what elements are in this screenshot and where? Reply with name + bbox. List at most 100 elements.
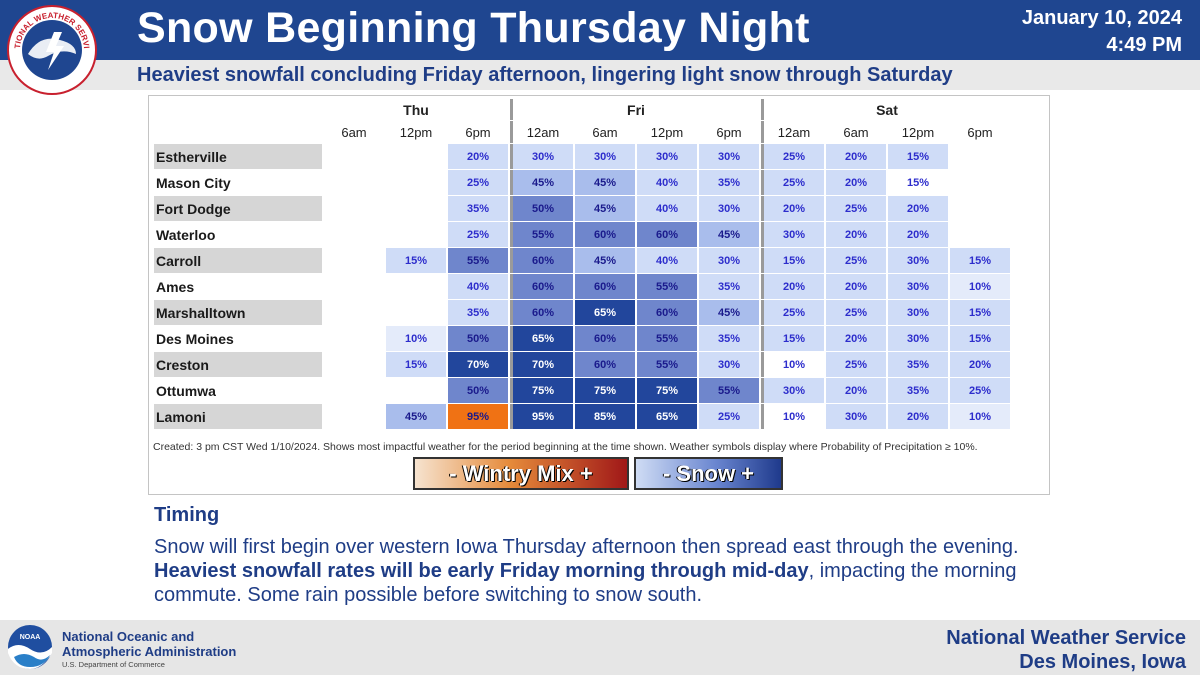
probability-cell	[950, 196, 1010, 221]
probability-cell: 45%	[575, 196, 635, 221]
timing-text-bold: Heaviest snowfall rates will be early Fr…	[154, 560, 809, 582]
probability-cell: 45%	[699, 222, 759, 247]
probability-cell: 20%	[448, 144, 508, 169]
probability-cell: 30%	[510, 144, 573, 169]
probability-cell: 45%	[510, 170, 573, 195]
probability-cell: 25%	[448, 222, 508, 247]
probability-cell	[386, 196, 446, 221]
probability-cell: 25%	[826, 300, 886, 325]
city-label: Marshalltown	[154, 300, 322, 325]
probability-cell	[324, 248, 384, 273]
probability-cell: 20%	[888, 404, 948, 429]
probability-cell: 35%	[699, 274, 759, 299]
table-row: Ottumwa 50% 75% 75% 75% 55% 30% 20% 35% 25%	[154, 378, 1010, 403]
time-header: 6am	[341, 124, 367, 140]
probability-cell	[950, 144, 1010, 169]
probability-cell: 65%	[637, 404, 697, 429]
probability-cell: 20%	[826, 170, 886, 195]
probability-cell	[386, 274, 446, 299]
page-subtitle: Heaviest snowfall concluding Friday afte…	[137, 64, 953, 86]
probability-cell: 70%	[448, 352, 508, 377]
probability-cell: 20%	[826, 144, 886, 169]
probability-cell: 45%	[575, 248, 635, 273]
probability-cell	[324, 326, 384, 351]
probability-cell: 20%	[761, 274, 824, 299]
probability-cell: 70%	[510, 352, 573, 377]
probability-cell	[324, 170, 384, 195]
probability-cell: 60%	[510, 248, 573, 273]
city-label: Carroll	[154, 248, 322, 273]
probability-cell: 20%	[761, 196, 824, 221]
probability-cell	[324, 352, 384, 377]
probability-cell: 35%	[448, 196, 508, 221]
probability-cell: 15%	[888, 144, 948, 169]
time-header: 6am	[843, 124, 869, 140]
time-header-row: 6am 12pm 6pm 12am 6am 12pm 6pm 12am 6am 12pm 6pm	[154, 121, 1010, 143]
city-label: Des Moines	[156, 330, 234, 347]
header-bar	[0, 0, 1200, 60]
probability-cell	[950, 222, 1010, 247]
probability-cell: 25%	[761, 144, 824, 169]
probability-cell: 15%	[950, 326, 1010, 351]
probability-cell: 30%	[699, 196, 759, 221]
probability-cell: 20%	[826, 326, 886, 351]
timing-heading: Timing	[154, 504, 220, 526]
probability-cell: 30%	[888, 248, 948, 273]
probability-cell: 50%	[448, 326, 508, 351]
nws-logo-icon: NATIONAL WEATHER SERVICE	[6, 4, 97, 95]
probability-cell: 10%	[950, 274, 1010, 299]
probability-cell: 25%	[950, 378, 1010, 403]
probability-cell: 75%	[637, 378, 697, 403]
probability-cell: 30%	[699, 144, 759, 169]
time-header: 6pm	[967, 124, 993, 140]
table-row: Waterloo 25% 55% 60% 60% 45% 30% 20% 20%	[154, 222, 1010, 247]
timing-text: Snow will first begin over western Iowa …	[154, 535, 1054, 607]
probability-cell: 10%	[950, 404, 1010, 429]
probability-cell: 25%	[761, 300, 824, 325]
probability-cell	[324, 144, 384, 169]
probability-cell: 40%	[637, 196, 697, 221]
probability-cell: 30%	[761, 378, 824, 403]
snow-probability-table: Thu Fri Sat 6am 12pm 6pm 12am 6am 12pm 6pm 12am 6a…	[152, 98, 1012, 430]
noaa-name: National Oceanic and Atmospheric Adminis…	[62, 629, 236, 659]
table-row: Lamoni 45% 95% 95% 85% 65% 25% 10% 30% 20% 10%	[154, 404, 1010, 429]
probability-cell	[324, 274, 384, 299]
probability-cell: 20%	[950, 352, 1010, 377]
table-footnote: Created: 3 pm CST Wed 1/10/2024. Shows m…	[153, 441, 978, 453]
probability-cell: 60%	[637, 300, 697, 325]
time-header: 6am	[592, 124, 618, 140]
table-row: Carroll 15% 55% 60% 45% 40% 30% 15% 25% 30% 15%	[154, 248, 1010, 273]
probability-cell: 20%	[826, 378, 886, 403]
probability-cell: 10%	[761, 352, 824, 377]
probability-cell: 35%	[699, 326, 759, 351]
probability-cell: 15%	[950, 300, 1010, 325]
probability-cell: 45%	[699, 300, 759, 325]
subtitle-bar	[0, 60, 1200, 90]
probability-cell: 60%	[575, 274, 635, 299]
probability-cell	[386, 378, 446, 403]
probability-cell: 45%	[386, 404, 446, 429]
city-label: Ottumwa	[156, 382, 216, 399]
table-row: Marshalltown 35% 60% 65% 60% 45% 25% 25% 30% 15%	[154, 300, 1010, 325]
table-body: Estherville 20% 30% 30% 30% 30% 25% 20% 15% Mason…	[154, 144, 1010, 429]
office-name: National Weather Service Des Moines, Iow…	[946, 626, 1186, 674]
day-header-row: Thu Fri Sat	[154, 99, 1010, 120]
probability-cell: 95%	[510, 404, 573, 429]
probability-cell: 25%	[826, 248, 886, 273]
probability-cell: 15%	[888, 170, 948, 195]
probability-cell: 20%	[888, 196, 948, 221]
probability-cell: 55%	[699, 378, 759, 403]
time-header: 6pm	[716, 124, 742, 140]
probability-cell: 50%	[448, 378, 508, 403]
noaa-name-line2: Atmospheric Administration	[62, 644, 237, 659]
probability-cell: 30%	[888, 326, 948, 351]
probability-cell: 55%	[637, 326, 697, 351]
day-header: Sat	[761, 99, 1010, 120]
probability-cell: 60%	[510, 300, 573, 325]
day-header: Thu	[403, 101, 429, 118]
city-label: Mason City	[156, 174, 231, 191]
probability-cell	[386, 170, 446, 195]
day-header: Fri	[510, 99, 759, 120]
table-row: Estherville 20% 30% 30% 30% 30% 25% 20% 15%	[154, 144, 1010, 169]
time-header: 6pm	[465, 124, 491, 140]
